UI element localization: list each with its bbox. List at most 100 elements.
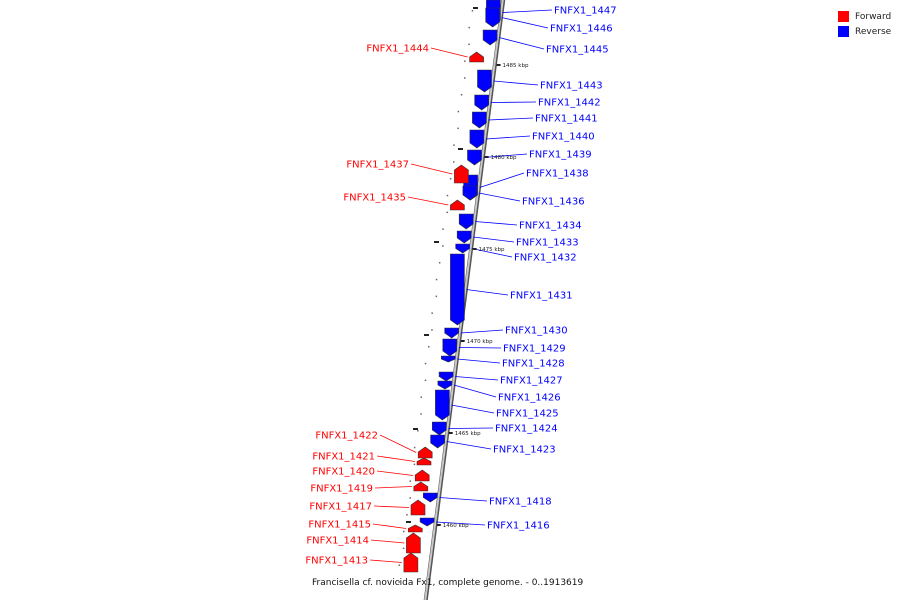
tick-mark xyxy=(413,446,416,449)
leader-line xyxy=(379,434,417,453)
leader-line xyxy=(501,17,549,29)
reverse-gene-fnfx1_1443 xyxy=(477,69,492,93)
scale-tick xyxy=(472,248,477,250)
tick-mark xyxy=(468,43,470,46)
leader-line xyxy=(493,80,539,86)
gene-label-fnfx1_1439: FNFX1_1439 xyxy=(529,150,592,161)
tick-mark xyxy=(424,379,427,382)
tick-mark xyxy=(431,329,433,331)
leader-line xyxy=(490,101,537,103)
tick-dash xyxy=(406,521,411,523)
leader-line xyxy=(485,135,531,140)
scale-tick xyxy=(496,64,501,66)
scale-label: 1460 kbp xyxy=(443,523,469,529)
leader-line xyxy=(478,192,521,202)
tick-marks xyxy=(398,7,478,583)
leader-line xyxy=(439,497,488,502)
leader-line xyxy=(451,404,495,414)
leader-line xyxy=(499,37,545,50)
forward-gene-fnfx1_1437 xyxy=(454,164,469,184)
forward-swatch xyxy=(838,11,849,22)
legend: Forward Reverse xyxy=(838,9,891,39)
tick-dash xyxy=(424,334,429,336)
reverse-gene-fnfx1_1426 xyxy=(437,380,453,390)
gene-label-fnfx1_1427: FNFX1_1427 xyxy=(500,376,563,387)
reverse-gene-fnfx1_1425 xyxy=(435,389,450,421)
scale-label: 1465 kbp xyxy=(455,431,481,437)
gene-label-fnfx1_1428: FNFX1_1428 xyxy=(502,359,565,370)
gene-label-fnfx1_1440: FNFX1_1440 xyxy=(532,132,595,143)
scale-label: 1470 kbp xyxy=(467,339,493,345)
leader-line xyxy=(436,521,486,526)
leader-line xyxy=(455,376,499,381)
leader-line xyxy=(373,505,410,508)
gene-label-fnfx1_1424: FNFX1_1424 xyxy=(495,424,558,435)
reverse-gene-fnfx1_1434 xyxy=(458,213,474,230)
reverse-swatch xyxy=(838,26,849,37)
gene-label-fnfx1_1414: FNFX1_1414 xyxy=(306,536,369,547)
gene-label-fnfx1_1421: FNFX1_1421 xyxy=(312,452,375,463)
forward-gene-fnfx1_1420 xyxy=(414,469,430,482)
gene-label-fnfx1_1423: FNFX1_1423 xyxy=(493,445,556,456)
tick-dash xyxy=(434,241,439,243)
leader-line xyxy=(483,153,528,158)
gene-label-fnfx1_1415: FNFX1_1415 xyxy=(308,520,371,531)
legend-item-reverse: Reverse xyxy=(838,24,891,39)
reverse-gene-fnfx1_1442 xyxy=(474,94,490,111)
scale-label: 1485 kbp xyxy=(503,63,529,69)
gene-label-fnfx1_1431: FNFX1_1431 xyxy=(510,291,573,302)
leader-line xyxy=(488,117,534,121)
gene-features xyxy=(403,0,501,573)
gene-label-fnfx1_1445: FNFX1_1445 xyxy=(546,45,609,56)
gene-label-fnfx1_1447: FNFX1_1447 xyxy=(554,6,617,17)
gene-label-fnfx1_1422: FNFX1_1422 xyxy=(315,431,378,442)
leader-line xyxy=(372,523,407,529)
gene-label-fnfx1_1438: FNFX1_1438 xyxy=(526,169,589,180)
leader-line xyxy=(430,47,468,58)
gene-label-fnfx1_1436: FNFX1_1436 xyxy=(522,197,585,208)
scale-label: 1480 kbp xyxy=(491,155,517,161)
reverse-gene-fnfx1_1436 xyxy=(462,185,478,201)
scale-tick xyxy=(436,524,441,526)
tick-mark xyxy=(446,211,448,214)
tick-mark xyxy=(431,312,433,314)
forward-gene-fnfx1_1413 xyxy=(403,552,419,573)
map-caption: Francisella cf. novicida Fx1, complete g… xyxy=(312,578,584,588)
gene-label-fnfx1_1426: FNFX1_1426 xyxy=(498,393,561,404)
gene-label-fnfx1_1435: FNFX1_1435 xyxy=(343,193,406,204)
gene-label-fnfx1_1441: FNFX1_1441 xyxy=(535,114,598,125)
leader-line xyxy=(475,221,518,226)
reverse-gene-fnfx1_1423 xyxy=(430,434,445,449)
tick-mark xyxy=(442,245,444,247)
reverse-gene-fnfx1_1428 xyxy=(440,355,456,363)
leader-line xyxy=(376,470,414,476)
leader-line xyxy=(466,289,509,296)
tick-mark xyxy=(457,110,460,113)
forward-gene-fnfx1_1435 xyxy=(450,199,465,211)
leader-line xyxy=(376,455,416,462)
scale-tick xyxy=(460,340,465,342)
gene-label-fnfx1_1417: FNFX1_1417 xyxy=(309,502,372,513)
forward-gene-fnfx1_1414 xyxy=(406,532,421,554)
leader-line xyxy=(473,236,515,243)
gene-label-fnfx1_1437: FNFX1_1437 xyxy=(346,160,409,171)
gene-label-fnfx1_1429: FNFX1_1429 xyxy=(503,344,566,355)
reverse-gene-fnfx1_1424 xyxy=(431,421,447,436)
reverse-gene-fnfx1_1418 xyxy=(422,492,438,503)
leader-line xyxy=(374,486,412,489)
leader-line xyxy=(460,329,504,334)
tick-dash xyxy=(458,148,463,150)
label-leader-lines xyxy=(369,9,553,563)
tick-mark xyxy=(424,362,427,365)
leader-line xyxy=(369,559,402,563)
leader-line xyxy=(446,441,492,450)
reverse-gene-fnfx1_1430 xyxy=(444,327,460,339)
reverse-gene-fnfx1_1416 xyxy=(419,517,435,527)
forward-gene-fnfx1_1415 xyxy=(407,524,423,533)
tick-mark xyxy=(438,262,441,264)
gene-label-fnfx1_1433: FNFX1_1433 xyxy=(516,238,579,249)
reverse-gene-fnfx1_1431 xyxy=(450,253,465,326)
tick-mark xyxy=(403,530,405,533)
leader-line xyxy=(453,384,497,398)
